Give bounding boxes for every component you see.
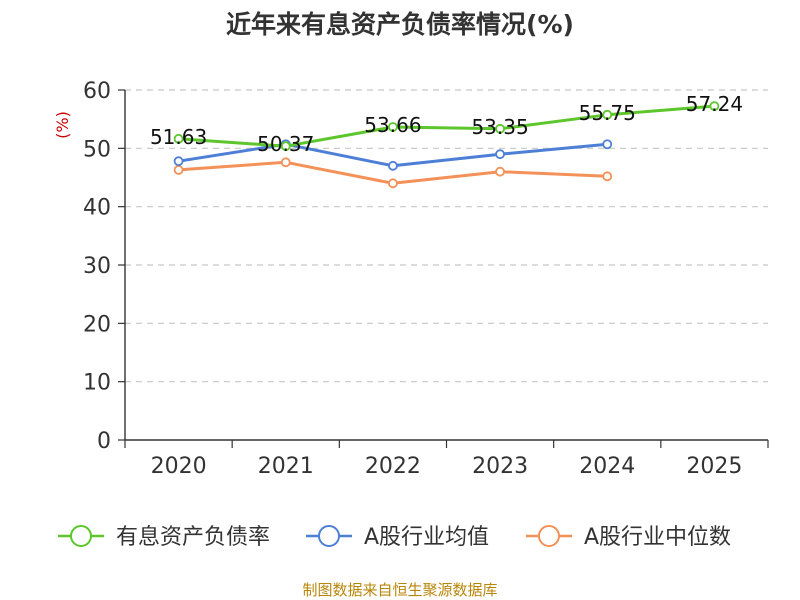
series-0-point-2021	[280, 141, 291, 152]
legend-marker-0	[70, 525, 92, 547]
data-label-2020: 51.63	[150, 125, 207, 149]
chart-title: 近年来有息资产负债率情况(%)	[226, 10, 574, 39]
series-1-point-2022	[388, 160, 398, 171]
x-tick-label-2021: 2021	[258, 454, 314, 479]
series-2-point-2022	[388, 178, 398, 189]
legend-item-2: A股行业中位数	[526, 525, 731, 550]
y-tick-label-10: 10	[83, 371, 111, 396]
series-lines	[173, 101, 720, 189]
legend-label-0: 有息资产负债率	[116, 525, 270, 550]
y-axis-unit-label: (%)	[53, 111, 72, 139]
y-tick-label-0: 0	[97, 429, 111, 454]
legend-marker-2	[538, 525, 560, 547]
y-tick-label-60: 60	[83, 79, 111, 104]
series-0-point-2024	[602, 109, 613, 120]
data-label-2021: 50.37	[257, 132, 314, 156]
y-tick-label-50: 50	[83, 137, 111, 162]
data-label-2025: 57.24	[686, 92, 743, 116]
series-1-point-2023	[495, 149, 505, 160]
grid-lines	[125, 89, 768, 383]
x-tick-label-2023: 2023	[472, 454, 528, 479]
series-2-point-2021	[280, 157, 291, 168]
data-label-2024: 55.75	[579, 101, 636, 125]
legend-marker-1	[318, 525, 340, 547]
y-tick-label-40: 40	[83, 196, 111, 221]
series-0-point-2025	[709, 101, 720, 111]
legend-label-1: A股行业均值	[364, 525, 489, 550]
series-2-point-2024	[602, 171, 613, 182]
axes: 0 10 20 30 40 50 60 2020 2021 2022 2023 2024 2025	[83, 79, 769, 479]
data-labels: 51.63 50.37 53.66 53.35 55.75 57.24	[150, 92, 743, 156]
source-note: 制图数据来自恒生聚源数据库	[302, 581, 497, 599]
legend-label-2: A股行业中位数	[584, 525, 731, 550]
data-label-2022: 53.66	[364, 113, 421, 137]
series-0-point-2023	[495, 123, 505, 134]
x-tick-label-2024: 2024	[579, 454, 635, 479]
x-tick-label-2025: 2025	[686, 454, 742, 479]
series-2-point-2020	[173, 165, 184, 175]
legend-item-1: A股行业均值	[306, 525, 489, 550]
x-tick-label-2022: 2022	[365, 454, 421, 479]
data-label-2023: 53.35	[471, 115, 528, 139]
y-tick-label-30: 30	[83, 254, 111, 279]
series-0-point-2020	[173, 133, 184, 144]
x-tick-label-2020: 2020	[151, 454, 207, 479]
y-tick-label-20: 20	[83, 312, 111, 337]
legend-item-0: 有息资产负债率	[58, 525, 270, 550]
series-1-point-2024	[602, 139, 613, 150]
series-line-0	[178, 104, 715, 148]
series-0-point-2022	[388, 122, 398, 132]
series-2-point-2023	[495, 166, 505, 177]
series-1-point-2020	[173, 156, 184, 167]
legend: 有息资产负债率 A股行业均值 A股行业中位数	[58, 525, 731, 550]
